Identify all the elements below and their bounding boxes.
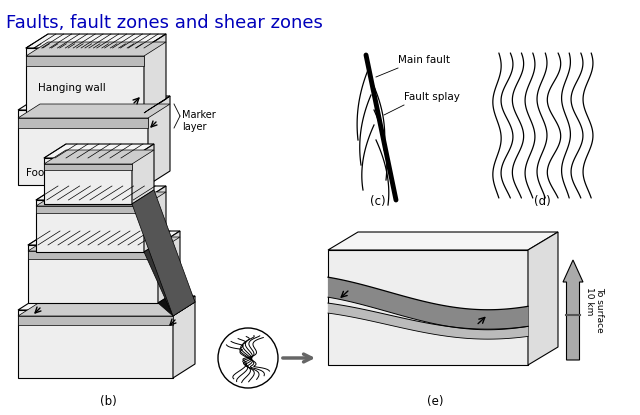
Polygon shape (44, 158, 132, 204)
Polygon shape (148, 96, 170, 185)
Polygon shape (18, 302, 195, 316)
Polygon shape (26, 48, 144, 113)
Text: (e): (e) (427, 395, 444, 408)
Polygon shape (158, 289, 195, 316)
Polygon shape (144, 186, 166, 252)
Polygon shape (28, 251, 158, 259)
Polygon shape (328, 250, 528, 365)
Polygon shape (36, 192, 166, 206)
Text: Marker
layer: Marker layer (182, 110, 216, 132)
Polygon shape (18, 96, 170, 110)
Text: Hanging wall: Hanging wall (38, 83, 106, 93)
Polygon shape (44, 150, 154, 164)
Polygon shape (132, 190, 195, 316)
Polygon shape (144, 238, 195, 316)
Polygon shape (26, 34, 166, 48)
Polygon shape (132, 144, 154, 204)
Text: (c): (c) (370, 195, 386, 208)
Polygon shape (36, 206, 144, 213)
Text: Main fault: Main fault (398, 55, 450, 65)
Polygon shape (28, 231, 180, 245)
Polygon shape (328, 232, 558, 250)
Polygon shape (328, 303, 528, 339)
Polygon shape (26, 42, 166, 56)
Polygon shape (18, 310, 173, 378)
Circle shape (218, 328, 278, 388)
Text: Faults, fault zones and shear zones: Faults, fault zones and shear zones (6, 14, 323, 32)
Polygon shape (28, 245, 158, 303)
Polygon shape (44, 144, 154, 158)
Polygon shape (144, 34, 166, 113)
Polygon shape (328, 277, 528, 330)
Polygon shape (36, 186, 166, 200)
Polygon shape (18, 316, 173, 325)
Polygon shape (44, 164, 132, 170)
Polygon shape (26, 56, 144, 66)
Polygon shape (18, 118, 148, 128)
Text: Footwall: Footwall (26, 168, 69, 178)
Polygon shape (36, 200, 144, 252)
Polygon shape (144, 96, 170, 113)
Text: (d): (d) (534, 195, 550, 208)
Polygon shape (18, 104, 170, 118)
Text: (a): (a) (102, 195, 118, 208)
Text: To surface
10 km: To surface 10 km (585, 287, 604, 333)
Polygon shape (528, 232, 558, 365)
FancyArrow shape (563, 260, 583, 360)
Polygon shape (28, 237, 180, 251)
Text: Fault splay: Fault splay (404, 92, 460, 102)
Polygon shape (18, 110, 148, 185)
Text: (b): (b) (100, 395, 116, 408)
Polygon shape (173, 296, 195, 378)
Polygon shape (158, 231, 180, 303)
Polygon shape (18, 296, 195, 310)
